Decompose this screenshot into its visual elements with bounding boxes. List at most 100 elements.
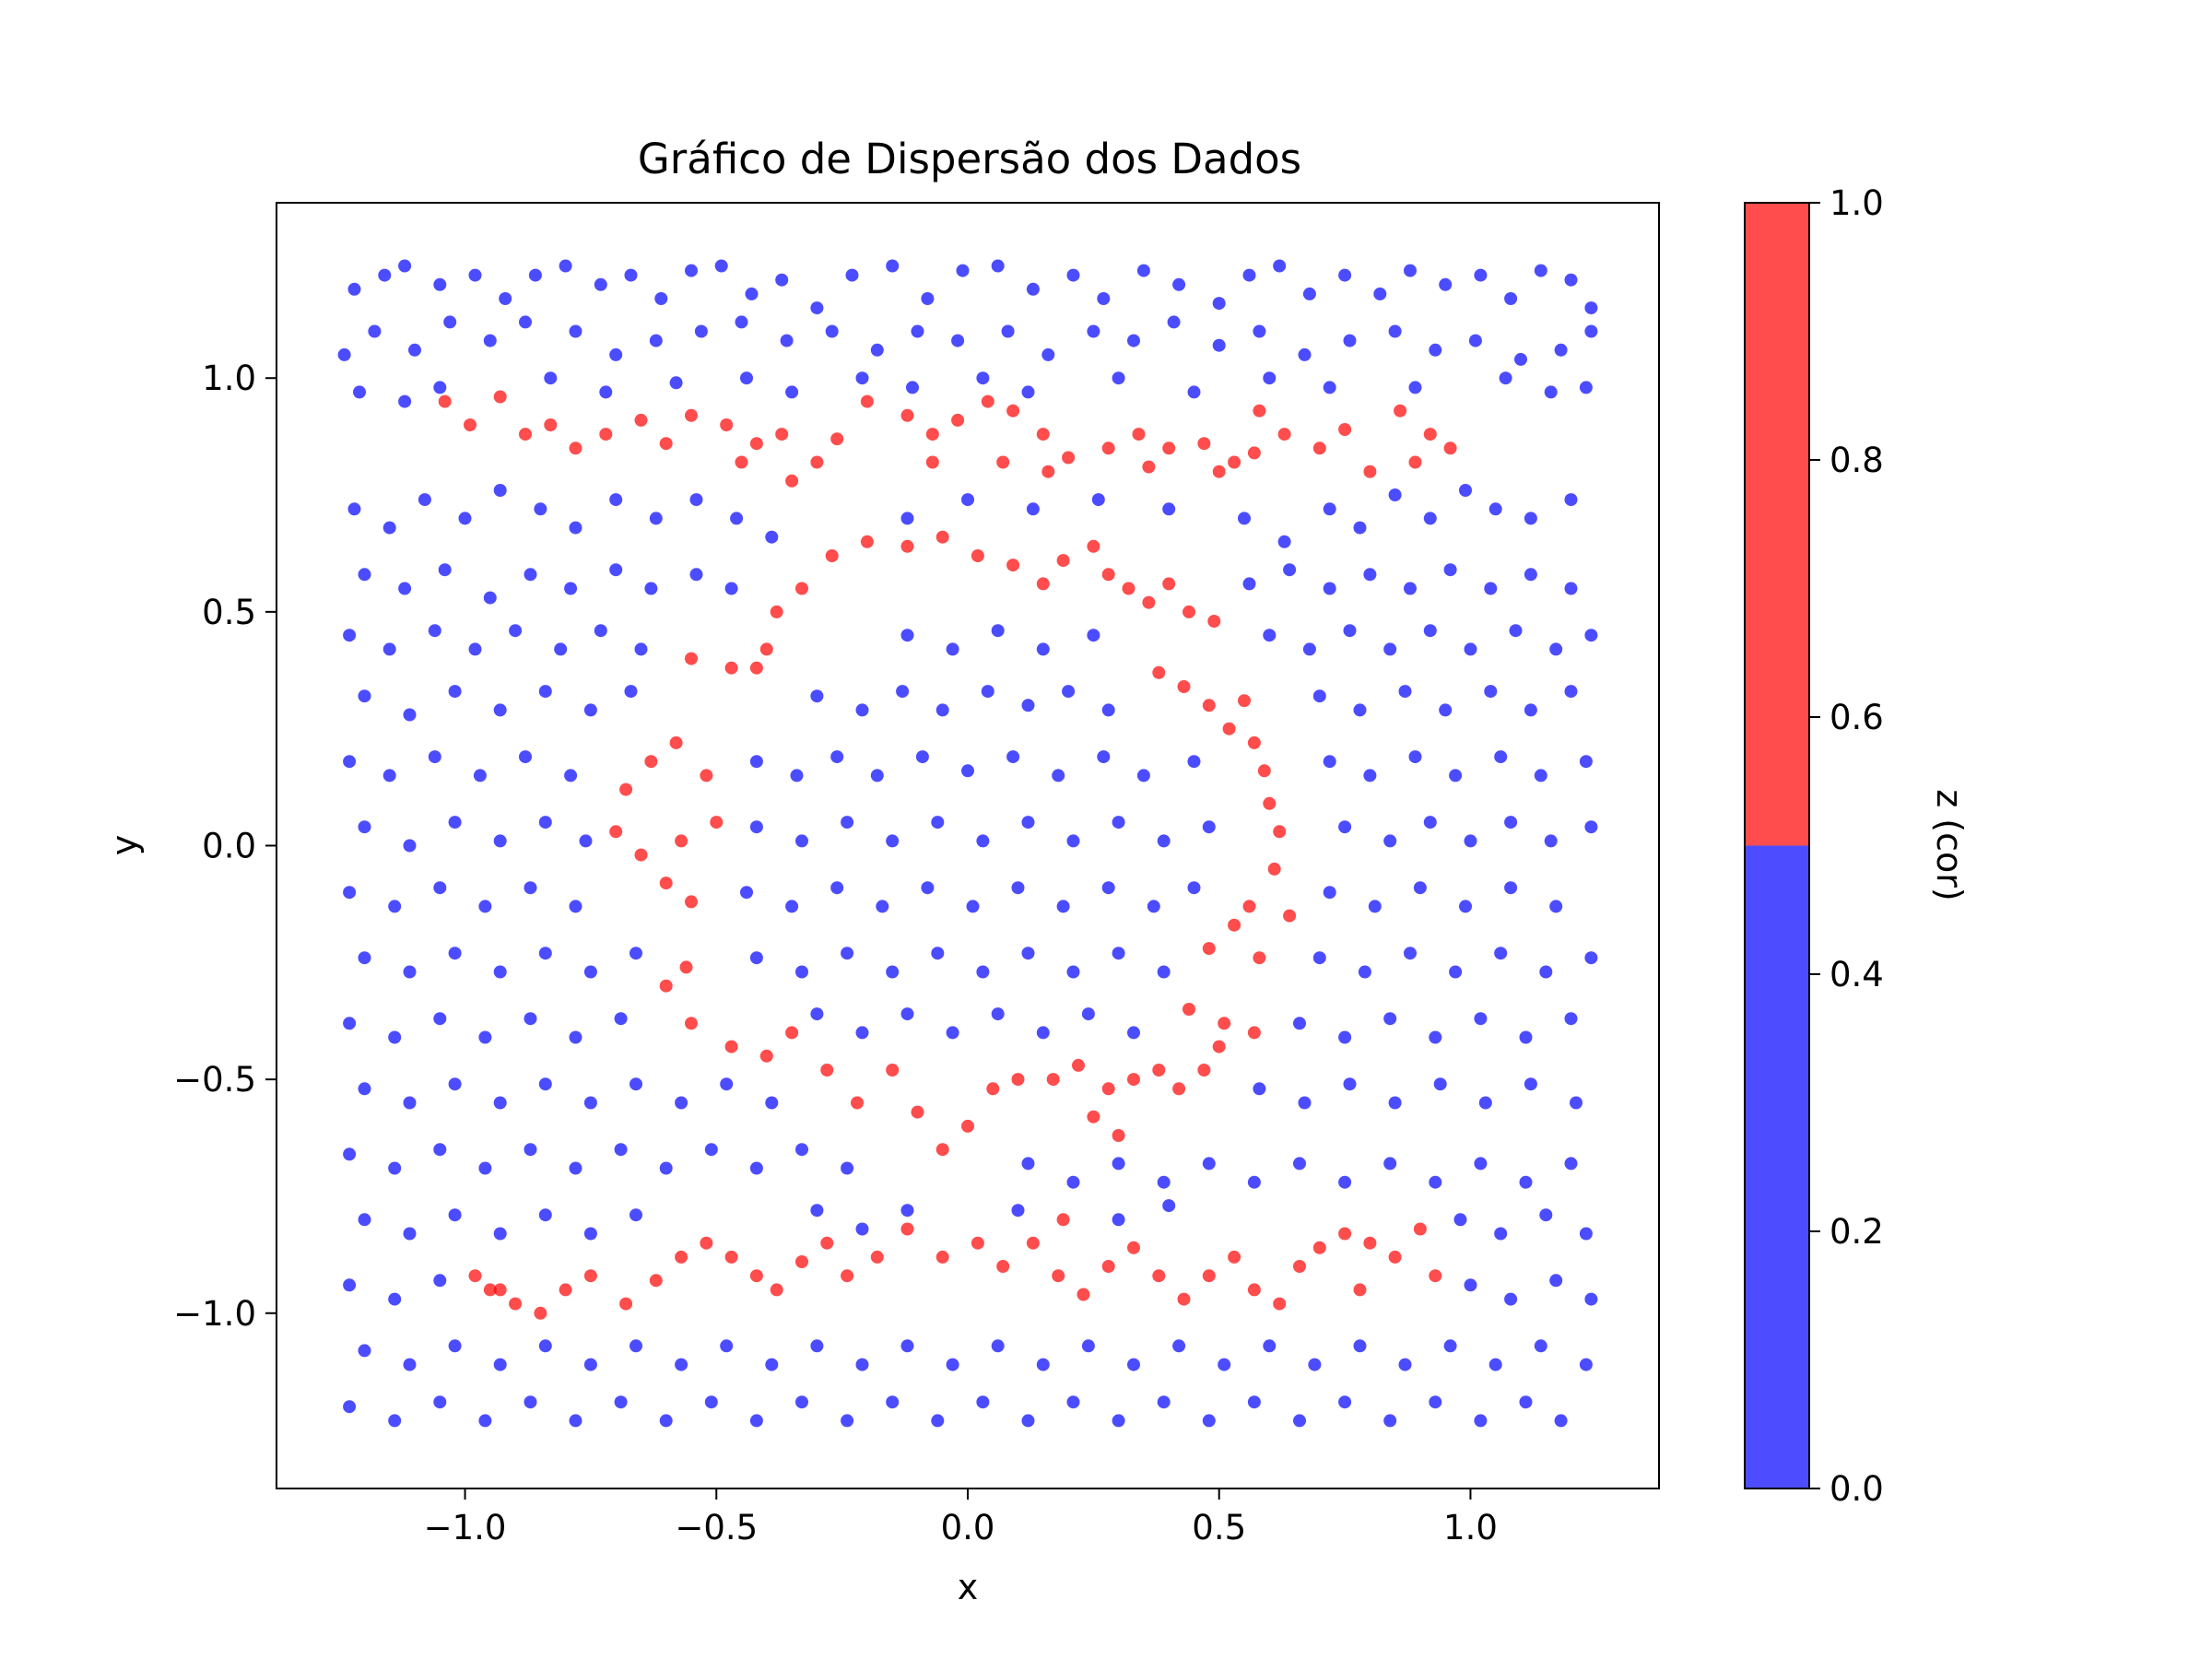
data-point-z0 xyxy=(1112,816,1125,830)
data-point-z0 xyxy=(433,1274,447,1288)
data-point-z1 xyxy=(1177,1292,1191,1306)
y-tick-label: −0.5 xyxy=(173,1060,256,1100)
data-point-z1 xyxy=(619,1297,633,1311)
data-point-z0 xyxy=(1087,629,1100,642)
data-point-z1 xyxy=(1212,1040,1226,1053)
data-point-z0 xyxy=(629,1208,642,1222)
data-point-z0 xyxy=(1519,1030,1533,1044)
colorbar-tick-label: 0.2 xyxy=(1830,1212,1884,1252)
data-point-z0 xyxy=(870,769,884,782)
data-point-z1 xyxy=(1353,1283,1367,1297)
data-point-z0 xyxy=(403,839,417,853)
data-point-z0 xyxy=(1263,371,1277,385)
data-point-z1 xyxy=(935,1143,949,1157)
data-point-z1 xyxy=(925,455,939,469)
data-point-z0 xyxy=(946,1026,959,1040)
data-point-z0 xyxy=(493,965,507,979)
data-point-z0 xyxy=(1202,820,1216,834)
data-point-z1 xyxy=(1087,1110,1100,1124)
data-point-z1 xyxy=(1247,446,1261,460)
data-point-z0 xyxy=(382,769,396,782)
data-point-z1 xyxy=(569,441,582,455)
data-point-z0 xyxy=(1519,1395,1533,1409)
data-point-z0 xyxy=(1494,750,1508,764)
data-point-z0 xyxy=(685,264,698,277)
data-point-z0 xyxy=(1554,1414,1568,1428)
data-point-z1 xyxy=(438,394,452,408)
data-point-z0 xyxy=(1338,268,1352,282)
data-point-z0 xyxy=(1066,834,1080,848)
data-point-z1 xyxy=(981,394,994,408)
data-point-z1 xyxy=(1207,615,1221,628)
data-point-z0 xyxy=(1383,1157,1397,1171)
data-point-z0 xyxy=(448,1208,462,1222)
data-point-z0 xyxy=(855,1026,869,1040)
data-point-z0 xyxy=(1564,273,1578,287)
data-point-z0 xyxy=(1147,900,1160,913)
data-point-z1 xyxy=(1247,1026,1261,1040)
data-point-z0 xyxy=(1293,1414,1306,1428)
data-point-z1 xyxy=(1006,404,1020,418)
data-point-z0 xyxy=(1112,947,1125,960)
data-point-z1 xyxy=(679,960,693,974)
data-point-z0 xyxy=(1564,1157,1578,1171)
data-point-z0 xyxy=(609,347,623,361)
data-point-z1 xyxy=(483,1283,497,1297)
data-point-z0 xyxy=(896,685,910,699)
colorbar-frame xyxy=(1744,202,1810,1489)
data-point-z0 xyxy=(1488,1358,1502,1371)
data-point-z1 xyxy=(685,895,698,909)
data-point-z1 xyxy=(925,428,939,441)
data-point-z0 xyxy=(1247,1175,1261,1189)
data-point-z0 xyxy=(1353,703,1367,717)
data-point-z0 xyxy=(1564,582,1578,595)
data-point-z0 xyxy=(569,521,582,535)
data-point-z0 xyxy=(961,493,974,507)
data-point-z0 xyxy=(1423,512,1437,525)
data-point-z0 xyxy=(569,324,582,338)
data-point-z0 xyxy=(388,1030,402,1044)
data-point-z0 xyxy=(564,582,578,595)
colorbar-ticks: 0.0 0.2 0.4 0.6 0.8 1.0 xyxy=(1809,183,1884,1509)
data-point-z0 xyxy=(1353,521,1367,535)
data-point-z1 xyxy=(1177,680,1191,693)
data-point-z0 xyxy=(1312,951,1326,965)
data-point-z0 xyxy=(358,820,371,834)
data-point-z0 xyxy=(1504,816,1518,830)
data-point-z0 xyxy=(382,642,396,656)
data-point-z0 xyxy=(1036,1026,1050,1040)
data-point-z0 xyxy=(1323,582,1336,595)
data-point-z0 xyxy=(1338,1175,1352,1189)
data-point-z0 xyxy=(1127,334,1140,347)
data-point-z0 xyxy=(785,900,799,913)
data-point-z1 xyxy=(1253,951,1266,965)
data-point-z0 xyxy=(594,277,607,291)
colorbar-tick-label: 0.0 xyxy=(1830,1469,1884,1509)
data-point-z0 xyxy=(675,1358,688,1371)
data-point-z0 xyxy=(559,259,572,273)
data-point-z0 xyxy=(825,324,839,338)
data-point-z0 xyxy=(1157,965,1171,979)
data-point-z0 xyxy=(1172,1339,1186,1353)
data-point-z0 xyxy=(1524,568,1537,582)
data-point-z0 xyxy=(1504,292,1518,305)
data-point-z0 xyxy=(1443,563,1457,577)
data-point-z0 xyxy=(1549,1274,1563,1288)
data-point-z0 xyxy=(438,563,452,577)
data-point-z0 xyxy=(538,947,552,960)
data-point-z1 xyxy=(644,755,658,769)
data-point-z1 xyxy=(1052,1269,1065,1283)
data-point-z0 xyxy=(991,624,1005,638)
data-point-z1 xyxy=(1077,1288,1090,1301)
data-point-z1 xyxy=(1394,404,1407,418)
data-point-z1 xyxy=(1182,1003,1195,1016)
data-point-z0 xyxy=(343,755,357,769)
data-point-z1 xyxy=(1228,918,1241,932)
data-point-z0 xyxy=(1242,268,1256,282)
data-point-z1 xyxy=(795,582,808,595)
data-point-z0 xyxy=(694,324,708,338)
data-point-z0 xyxy=(775,273,789,287)
data-point-z1 xyxy=(860,394,874,408)
data-point-z0 xyxy=(1212,338,1226,352)
data-point-z1 xyxy=(1283,909,1297,923)
